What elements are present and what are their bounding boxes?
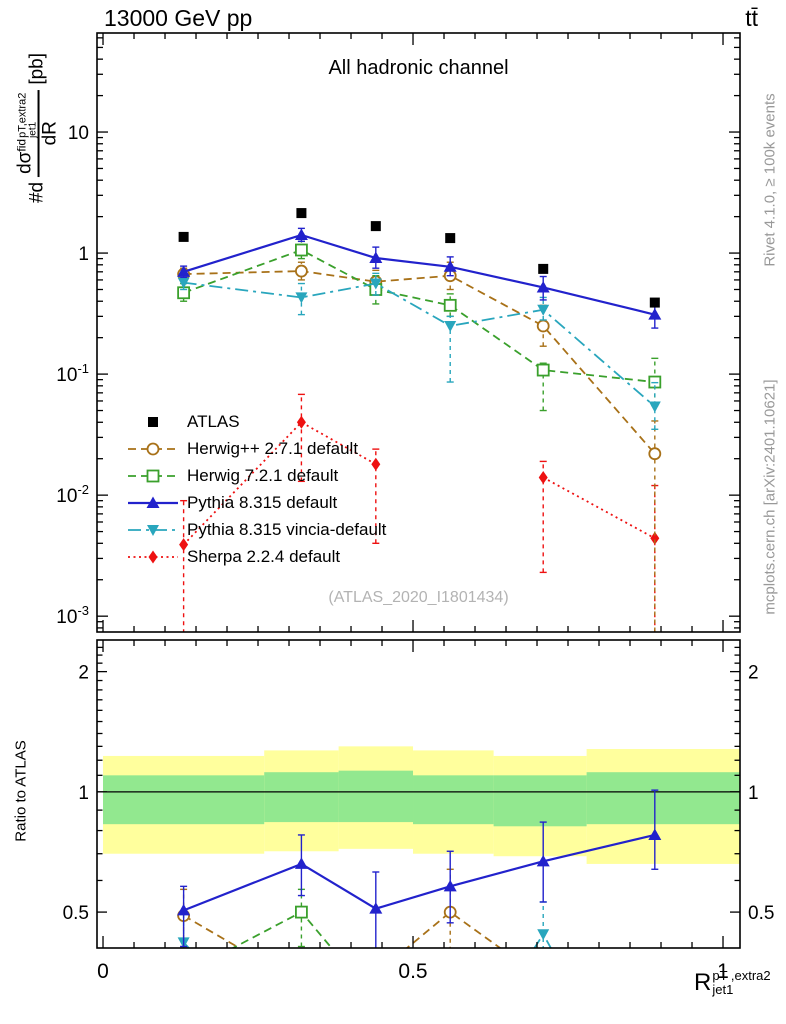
y-axis-prefix: #d [27,181,48,204]
sherpa-series-main [179,393,660,632]
green-band-segment [338,770,414,823]
legend-item-herwigpp: Herwig++ 2.7.1 default [126,435,386,462]
legend-item-herwig7: Herwig 7.2.1 default [126,462,386,489]
ratio-y-tick-label-left: 0.5 [63,903,89,924]
y-axis-denominator: dR [39,121,61,146]
x-axis-base: R [694,969,712,996]
vincia-series-main [177,272,661,430]
ratio-y-tick-label-right: 2 [748,663,759,684]
ratio-y-tick-label-right: 1 [748,783,759,804]
x-axis-sup: pT ,extra2 [712,968,771,983]
green-band-segment [103,775,265,825]
ratio-y-tick-label-right: 0.5 [748,903,774,924]
herwig7-series-ratio [231,888,333,948]
pythia-series-ratio [177,789,662,948]
legend-label: Herwig++ 2.7.1 default [187,438,359,458]
beam-energy-title: 13000 GeV pp [104,5,253,31]
pythia-legend-marker-icon [128,496,178,508]
sherpa-legend-marker-icon [128,550,178,563]
legend-label: Sherpa 2.2.4 default [187,546,341,566]
y-axis-numerator: dσ fid pT,extra2 jet1 [15,89,40,177]
ratio-y-tick-label-left: 1 [78,783,89,804]
pythia-ratio-line [183,833,656,912]
x-axis-title: R pT ,extra2 jet1 [694,968,771,998]
main-y-tick-label: 10-1 [56,361,89,386]
pythia-line [183,233,656,316]
herwig7-series-main [177,240,662,412]
herwigpp-line [183,270,656,455]
herwigpp-legend-marker-icon [128,442,178,455]
vincia-legend-marker-icon [128,524,178,536]
atlas-series-main [178,208,660,308]
x-tick-label: 0 [97,960,109,983]
green-band-segment [493,775,587,827]
main-y-tick-label: 10-3 [56,603,89,628]
y-axis-title: #d dσ fid pT,extra2 jet1 dR [pb] [15,52,61,204]
main-y-tick-label: 10-2 [56,482,89,507]
legend-label: Herwig 7.2.1 default [187,465,339,485]
process-title: tt̄ [745,5,758,31]
rivet-version-note: Rivet 4.1.0, ≥ 100k events [761,93,779,267]
channel-title: All hadronic channel [328,57,509,79]
legend: ATLAS Herwig++ 2.7.1 default Herwig 7.2.1 … [126,408,386,570]
y-axis-fraction: dσ fid pT,extra2 jet1 dR [15,89,61,177]
x-tick-label: 0.5 [398,960,427,983]
axis-ticks [97,33,740,948]
y-axis-units: [pb] [27,52,48,85]
sherpa-line [182,421,656,546]
mcplots-arxiv-note: mcplots.cern.ch [arXiv:2401.10621] [761,379,779,615]
legend-item-atlas: ATLAS [126,408,386,435]
herwigpp-series-ratio [177,868,502,948]
x-axis-sub: jet1 [712,982,734,998]
main-y-tick-label: 1 [78,244,89,265]
atlas-legend-marker-icon [148,416,158,427]
ratio-uncertainty-bands [103,746,740,864]
main-panel-frame [96,32,741,633]
ratio-panel-frame [96,639,741,949]
legend-label: Pythia 8.315 vincia-default [187,519,387,539]
ratio-axis-title: Ratio to ATLAS [12,740,30,842]
legend-item-pythia: Pythia 8.315 default [126,489,386,516]
legend-label: ATLAS [187,411,240,431]
herwig7-line [183,249,655,383]
vincia-line [183,281,656,408]
pythia-series-main [177,227,662,329]
green-band-segment [264,772,339,823]
green-band-segment [413,775,494,825]
legend-item-vincia: Pythia 8.315 vincia-default [126,516,386,543]
green-band-segment [586,772,740,825]
analysis-watermark: (ATLAS_2020_I1801434) [328,589,509,606]
legend-item-sherpa: Sherpa 2.2.4 default [126,543,386,570]
legend-label: Pythia 8.315 default [187,492,338,512]
tick-labels: 10 1 10-1 10-2 10-3 2 2 1 1 0.5 0.5 0 0.5 1 [56,123,774,983]
y-axis-sub: jet1 [27,121,39,138]
ratio-y-tick-label-left: 2 [78,663,89,684]
herwig7-legend-marker-icon [128,469,178,482]
herwig7-ratio-line [231,910,333,948]
main-y-tick-label: 10 [68,123,89,144]
x-tick-label: 1 [717,960,729,983]
